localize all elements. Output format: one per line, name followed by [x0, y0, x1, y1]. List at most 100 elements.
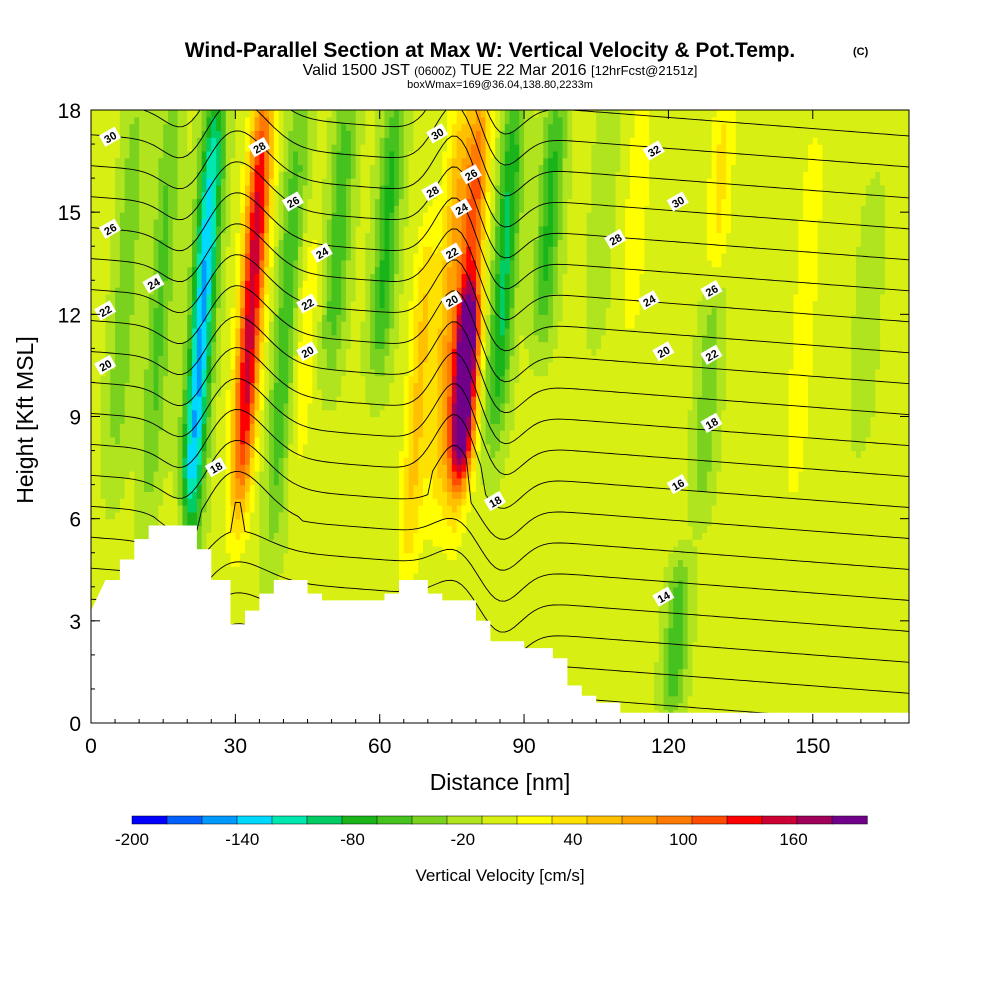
w-field-cell — [167, 225, 174, 234]
w-field-cell — [153, 191, 159, 200]
w-field-cell — [346, 246, 352, 254]
w-field-cell — [307, 307, 313, 315]
w-field-cell — [129, 184, 135, 193]
w-field-cell — [254, 491, 261, 499]
w-field-cell — [124, 212, 131, 220]
w-field-cell — [206, 314, 212, 322]
w-field-cell — [124, 423, 131, 431]
w-field-cell — [293, 300, 299, 309]
w-field-cell — [134, 232, 140, 241]
w-field-cell — [91, 205, 97, 213]
w-field-cell — [100, 341, 107, 349]
w-field-cell — [192, 164, 198, 172]
w-field-cell — [95, 259, 102, 268]
w-field-cell — [110, 273, 116, 281]
w-field-cell — [264, 423, 270, 431]
w-field-cell — [216, 443, 222, 452]
w-field-cell — [235, 457, 241, 465]
w-field-cell — [172, 239, 179, 247]
w-field-cell — [254, 477, 261, 486]
w-field-cell — [91, 368, 97, 377]
w-field-cell — [124, 232, 131, 241]
w-field-cell — [355, 566, 362, 574]
w-field-cell — [293, 184, 299, 193]
w-field-cell — [350, 314, 357, 322]
w-field-cell — [129, 273, 135, 281]
w-field-cell — [158, 259, 164, 268]
w-field-cell — [211, 144, 217, 152]
w-field-cell — [307, 423, 313, 431]
w-field-cell — [264, 450, 270, 458]
w-field-cell — [182, 191, 188, 200]
w-field-cell — [264, 239, 270, 247]
w-field-cell — [317, 382, 323, 390]
w-field-cell — [254, 396, 261, 404]
w-field-cell — [100, 293, 107, 302]
w-field-cell — [182, 443, 188, 452]
w-field-cell — [278, 171, 285, 179]
w-field-cell — [225, 273, 232, 281]
w-field-cell — [264, 300, 270, 309]
w-field-cell — [259, 362, 265, 370]
w-field-cell — [297, 402, 304, 411]
w-field-cell — [187, 178, 193, 186]
w-field-cell — [206, 348, 212, 356]
w-field-cell — [230, 600, 236, 608]
w-field-cell — [134, 375, 140, 384]
w-field-cell — [230, 593, 236, 601]
w-field-cell — [230, 430, 236, 438]
w-field-cell — [355, 532, 362, 540]
w-field-cell — [317, 110, 323, 118]
w-field-cell — [350, 566, 357, 574]
w-field-cell — [134, 110, 140, 118]
w-field-cell — [254, 184, 261, 193]
w-field-cell — [211, 484, 217, 493]
w-field-cell — [129, 259, 135, 268]
w-field-cell — [211, 314, 217, 322]
w-field-cell — [346, 137, 352, 145]
w-field-cell — [105, 368, 111, 377]
w-field-cell — [249, 545, 256, 554]
w-field-cell — [264, 171, 270, 179]
w-field-cell — [139, 253, 145, 261]
w-field-cell — [336, 545, 342, 554]
w-field-cell — [288, 491, 294, 499]
w-field-cell — [317, 511, 323, 520]
w-field-cell — [346, 498, 352, 506]
w-field-cell — [244, 327, 251, 336]
w-field-cell — [100, 396, 107, 404]
w-field-cell — [254, 287, 261, 295]
w-field-cell — [110, 171, 116, 179]
w-field-cell — [153, 464, 159, 472]
w-field-cell — [201, 171, 208, 179]
w-field-cell — [346, 443, 352, 452]
w-field-cell — [293, 314, 299, 322]
w-field-cell — [244, 389, 251, 397]
w-field-cell — [192, 443, 198, 452]
w-field-cell — [269, 246, 275, 254]
w-field-cell — [216, 246, 222, 254]
w-field-cell — [259, 116, 265, 125]
w-field-cell — [167, 511, 174, 520]
w-field-cell — [312, 423, 318, 431]
w-field-cell — [254, 552, 261, 561]
w-field-cell — [297, 273, 304, 281]
w-field-cell — [244, 266, 251, 275]
w-field-cell — [95, 246, 102, 254]
w-field-cell — [143, 137, 150, 145]
w-field-cell — [278, 552, 285, 561]
w-field-cell — [264, 259, 270, 268]
w-field-cell — [288, 150, 294, 159]
w-field-cell — [254, 457, 261, 465]
w-field-cell — [110, 110, 116, 118]
w-field-cell — [129, 144, 135, 152]
w-field-cell — [148, 150, 155, 159]
w-field-cell — [264, 436, 270, 445]
w-field-cell — [326, 137, 333, 145]
w-field-cell — [196, 362, 203, 370]
w-field-cell — [346, 164, 352, 172]
w-field-cell — [350, 130, 357, 138]
w-field-cell — [278, 423, 285, 431]
w-field-cell — [244, 157, 251, 166]
w-field-cell — [201, 334, 208, 343]
